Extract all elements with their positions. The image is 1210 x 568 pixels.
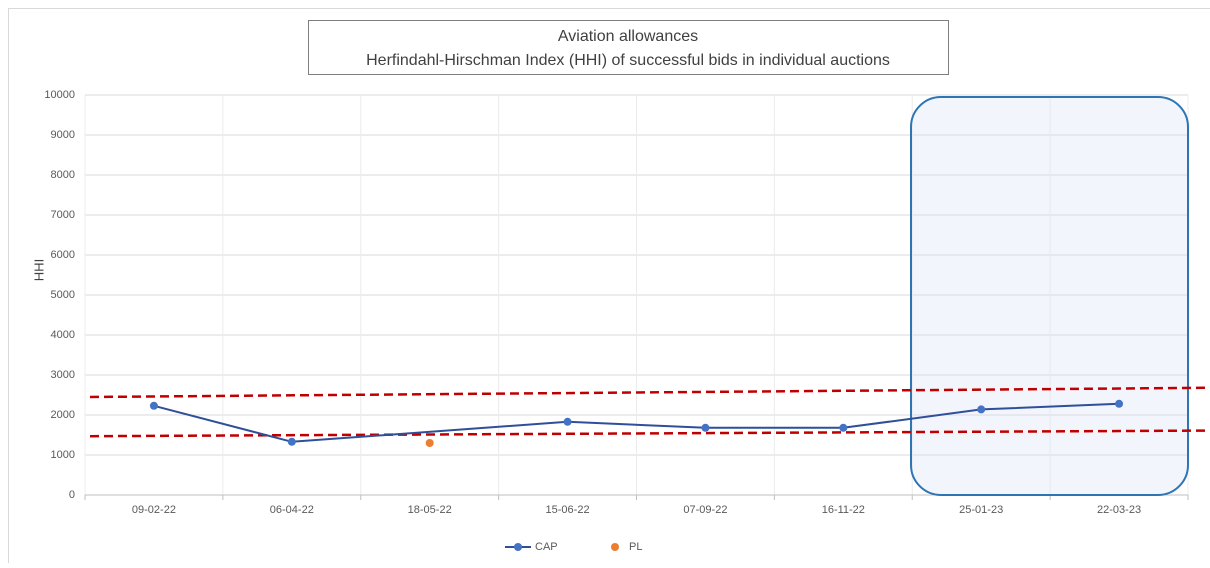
y-tick-label: 0 [69, 489, 75, 501]
y-tick-label: 8000 [51, 169, 75, 181]
y-axis-label: HHI [31, 259, 46, 281]
y-tick-label: 7000 [51, 209, 75, 221]
y-tick-label: 3000 [51, 369, 75, 381]
data-point [288, 438, 296, 446]
data-point [839, 424, 847, 432]
x-tick-label: 22-03-23 [1097, 504, 1141, 516]
legend-label: PL [629, 541, 642, 553]
y-tick-label: 9000 [51, 129, 75, 141]
chart-title: Aviation allowances [558, 28, 698, 45]
y-tick-label: 5000 [51, 289, 75, 301]
data-point [1115, 400, 1123, 408]
y-tick-label: 2000 [51, 409, 75, 421]
legend-marker [514, 543, 522, 551]
x-tick-label: 07-09-22 [683, 504, 727, 516]
data-point [564, 418, 572, 426]
chart-subtitle: Herfindahl-Hirschman Index (HHI) of succ… [366, 52, 890, 69]
data-point [426, 439, 434, 447]
x-tick-label: 09-02-22 [132, 504, 176, 516]
y-tick-label: 4000 [51, 329, 75, 341]
legend-marker [611, 543, 619, 551]
x-tick-label: 16-11-22 [822, 504, 865, 516]
x-tick-label: 25-01-23 [959, 504, 1003, 516]
x-tick-label: 06-04-22 [270, 504, 314, 516]
y-tick-label: 6000 [51, 249, 75, 261]
data-point [150, 402, 158, 410]
data-point [977, 405, 985, 413]
legend-label: CAP [535, 541, 558, 553]
x-tick-label: 15-06-22 [546, 504, 590, 516]
x-tick-label: 18-05-22 [408, 504, 452, 516]
data-point [701, 424, 709, 432]
highlight-region [911, 97, 1188, 495]
y-tick-label: 1000 [51, 449, 75, 461]
y-tick-label: 10000 [44, 89, 75, 101]
